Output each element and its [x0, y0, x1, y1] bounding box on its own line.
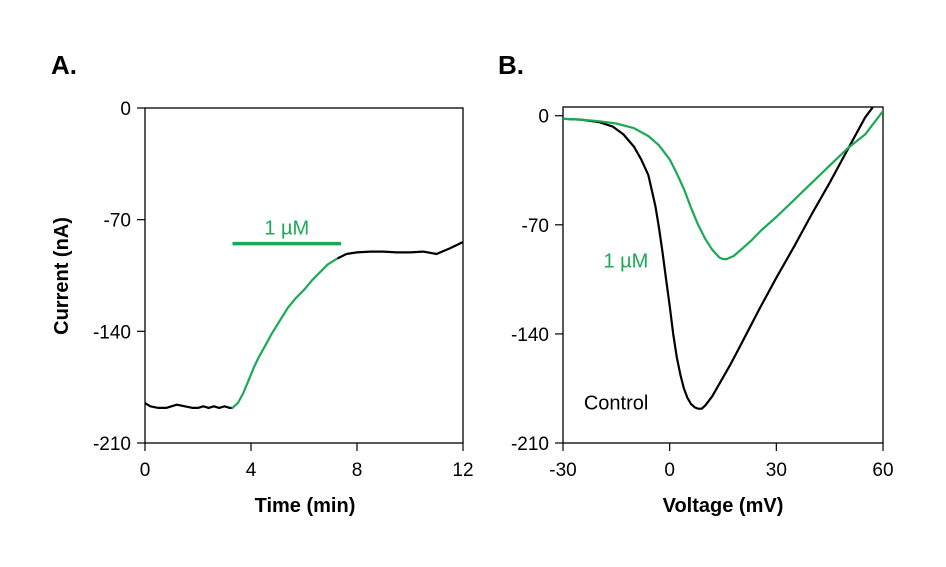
x-tick-label: 12	[452, 460, 473, 481]
x-axis-b: -30 0 30 60	[549, 443, 894, 481]
panel-b: B. 0 -70 -140 -210 -30 0 30 60 1 µM Control Vol…	[498, 50, 894, 517]
panel-label-a: A.	[51, 50, 77, 80]
series-line-control	[563, 107, 874, 410]
series-group-b	[563, 107, 883, 410]
y-axis-a: 0 -70 -140 -210	[93, 99, 145, 455]
series-line-1-m	[231, 256, 340, 409]
x-tick-label: 8	[352, 460, 363, 481]
series-label-control: Control	[584, 392, 648, 414]
y-axis-b: 0 -70 -140 -210	[511, 107, 563, 455]
plot-frame-a	[144, 107, 464, 444]
x-tick-label: 30	[766, 460, 787, 481]
x-tick-label: 0	[664, 460, 675, 481]
y-axis-title-a: Current (nA)	[51, 217, 73, 335]
y-tick-label: -140	[93, 322, 131, 343]
drug-label: 1 µM	[264, 218, 309, 240]
x-axis-title-b: Voltage (mV)	[663, 495, 784, 517]
x-tick-label: -30	[549, 460, 576, 481]
panel-label-b: B.	[498, 50, 524, 80]
annotations-a: 1 µM	[232, 218, 342, 246]
x-tick-label: 4	[246, 460, 257, 481]
y-tick-label: 0	[120, 99, 131, 120]
y-tick-label: -70	[104, 211, 131, 232]
series-group-a	[145, 240, 463, 409]
series-line-control-washout	[337, 240, 463, 260]
x-axis-title-a: Time (min)	[255, 495, 356, 517]
panel-a: A. 0 -70 -140 -210 0 4 8 12 1 µM Time (min) Cu…	[51, 50, 474, 517]
y-tick-label: -140	[511, 325, 549, 346]
series-line-control-before	[145, 402, 234, 409]
x-tick-label: 0	[140, 460, 151, 481]
y-tick-label: 0	[538, 107, 549, 128]
x-tick-label: 60	[872, 460, 893, 481]
y-tick-label: -210	[93, 434, 131, 455]
plot-frame-b	[562, 106, 884, 444]
x-axis-a: 0 4 8 12	[140, 443, 474, 481]
annotations-b: 1 µM Control	[584, 251, 648, 415]
series-line-1-m	[563, 110, 883, 261]
series-label-1-m: 1 µM	[603, 251, 648, 273]
y-tick-label: -70	[522, 216, 549, 237]
y-tick-label: -210	[511, 434, 549, 455]
